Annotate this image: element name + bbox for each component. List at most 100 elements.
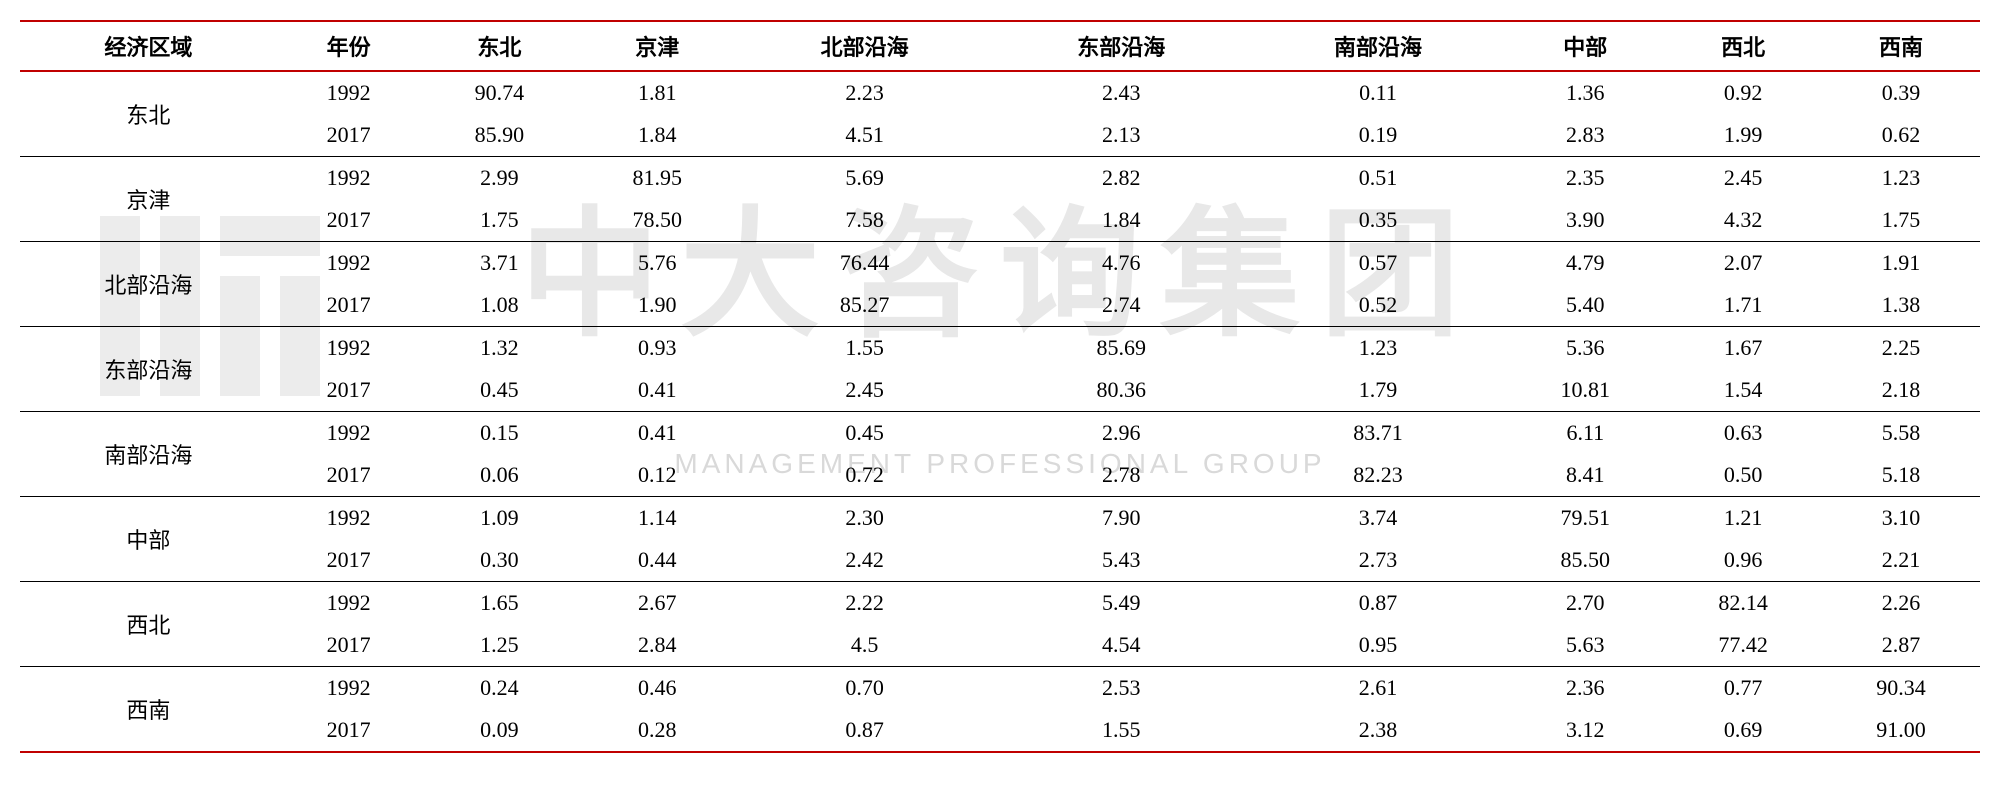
- value-cell: 2.18: [1822, 369, 1980, 412]
- table-row: 20170.300.442.425.432.7385.500.962.21: [20, 539, 1980, 582]
- value-cell: 1.54: [1664, 369, 1822, 412]
- value-cell: 2.78: [993, 454, 1250, 497]
- value-cell: 10.81: [1506, 369, 1664, 412]
- value-cell: 82.14: [1664, 582, 1822, 625]
- value-cell: 5.63: [1506, 624, 1664, 667]
- value-cell: 85.69: [993, 327, 1250, 370]
- value-cell: 0.11: [1250, 71, 1507, 114]
- table-row: 北部沿海19923.715.7676.444.760.574.792.071.9…: [20, 242, 1980, 285]
- value-cell: 1.23: [1822, 157, 1980, 200]
- region-cell: 东北: [20, 71, 277, 157]
- value-cell: 79.51: [1506, 497, 1664, 540]
- value-cell: 1.67: [1664, 327, 1822, 370]
- year-cell: 2017: [277, 624, 421, 667]
- table-row: 东北199290.741.812.232.430.111.360.920.39: [20, 71, 1980, 114]
- value-cell: 0.39: [1822, 71, 1980, 114]
- value-cell: 1.32: [421, 327, 579, 370]
- value-cell: 1.36: [1506, 71, 1664, 114]
- table-row: 20171.252.844.54.540.955.6377.422.87: [20, 624, 1980, 667]
- value-cell: 5.36: [1506, 327, 1664, 370]
- table-row: 20170.450.412.4580.361.7910.811.542.18: [20, 369, 1980, 412]
- value-cell: 0.87: [736, 709, 993, 752]
- value-cell: 2.35: [1506, 157, 1664, 200]
- value-cell: 2.26: [1822, 582, 1980, 625]
- year-cell: 2017: [277, 539, 421, 582]
- value-cell: 85.90: [421, 114, 579, 157]
- table-row: 西北19921.652.672.225.490.872.7082.142.26: [20, 582, 1980, 625]
- region-cell: 京津: [20, 157, 277, 242]
- value-cell: 2.07: [1664, 242, 1822, 285]
- table-row: 20170.090.280.871.552.383.120.6991.00: [20, 709, 1980, 752]
- value-cell: 80.36: [993, 369, 1250, 412]
- value-cell: 0.70: [736, 667, 993, 710]
- value-cell: 2.70: [1506, 582, 1664, 625]
- region-cell: 北部沿海: [20, 242, 277, 327]
- value-cell: 2.30: [736, 497, 993, 540]
- value-cell: 90.74: [421, 71, 579, 114]
- value-cell: 2.23: [736, 71, 993, 114]
- value-cell: 0.52: [1250, 284, 1507, 327]
- value-cell: 3.10: [1822, 497, 1980, 540]
- value-cell: 1.84: [993, 199, 1250, 242]
- value-cell: 8.41: [1506, 454, 1664, 497]
- value-cell: 1.99: [1664, 114, 1822, 157]
- col-2: 北部沿海: [736, 21, 993, 71]
- table-row: 20170.060.120.722.7882.238.410.505.18: [20, 454, 1980, 497]
- value-cell: 1.38: [1822, 284, 1980, 327]
- value-cell: 2.45: [736, 369, 993, 412]
- value-cell: 0.12: [578, 454, 736, 497]
- year-cell: 2017: [277, 284, 421, 327]
- value-cell: 0.45: [736, 412, 993, 455]
- col-year: 年份: [277, 21, 421, 71]
- value-cell: 0.41: [578, 369, 736, 412]
- value-cell: 81.95: [578, 157, 736, 200]
- value-cell: 1.21: [1664, 497, 1822, 540]
- value-cell: 0.96: [1664, 539, 1822, 582]
- value-cell: 2.74: [993, 284, 1250, 327]
- value-cell: 3.90: [1506, 199, 1664, 242]
- year-cell: 1992: [277, 327, 421, 370]
- value-cell: 1.75: [421, 199, 579, 242]
- value-cell: 0.45: [421, 369, 579, 412]
- year-cell: 2017: [277, 709, 421, 752]
- value-cell: 3.74: [1250, 497, 1507, 540]
- value-cell: 2.25: [1822, 327, 1980, 370]
- value-cell: 76.44: [736, 242, 993, 285]
- value-cell: 1.08: [421, 284, 579, 327]
- value-cell: 4.32: [1664, 199, 1822, 242]
- value-cell: 0.92: [1664, 71, 1822, 114]
- value-cell: 0.15: [421, 412, 579, 455]
- value-cell: 2.83: [1506, 114, 1664, 157]
- value-cell: 0.19: [1250, 114, 1507, 157]
- region-cell: 西南: [20, 667, 277, 753]
- value-cell: 0.09: [421, 709, 579, 752]
- table-row: 西南19920.240.460.702.532.612.360.7790.34: [20, 667, 1980, 710]
- value-cell: 2.53: [993, 667, 1250, 710]
- value-cell: 1.25: [421, 624, 579, 667]
- table-body: 东北199290.741.812.232.430.111.360.920.392…: [20, 71, 1980, 752]
- value-cell: 2.73: [1250, 539, 1507, 582]
- value-cell: 0.35: [1250, 199, 1507, 242]
- year-cell: 1992: [277, 157, 421, 200]
- year-cell: 1992: [277, 582, 421, 625]
- col-6: 西北: [1664, 21, 1822, 71]
- table-row: 中部19921.091.142.307.903.7479.511.213.10: [20, 497, 1980, 540]
- value-cell: 2.99: [421, 157, 579, 200]
- value-cell: 0.30: [421, 539, 579, 582]
- value-cell: 0.87: [1250, 582, 1507, 625]
- value-cell: 0.93: [578, 327, 736, 370]
- value-cell: 2.22: [736, 582, 993, 625]
- value-cell: 5.40: [1506, 284, 1664, 327]
- value-cell: 0.46: [578, 667, 736, 710]
- value-cell: 0.44: [578, 539, 736, 582]
- value-cell: 7.58: [736, 199, 993, 242]
- value-cell: 5.43: [993, 539, 1250, 582]
- value-cell: 2.87: [1822, 624, 1980, 667]
- table-row: 东部沿海19921.320.931.5585.691.235.361.672.2…: [20, 327, 1980, 370]
- col-3: 东部沿海: [993, 21, 1250, 71]
- value-cell: 1.23: [1250, 327, 1507, 370]
- value-cell: 6.11: [1506, 412, 1664, 455]
- value-cell: 0.50: [1664, 454, 1822, 497]
- value-cell: 82.23: [1250, 454, 1507, 497]
- region-cell: 西北: [20, 582, 277, 667]
